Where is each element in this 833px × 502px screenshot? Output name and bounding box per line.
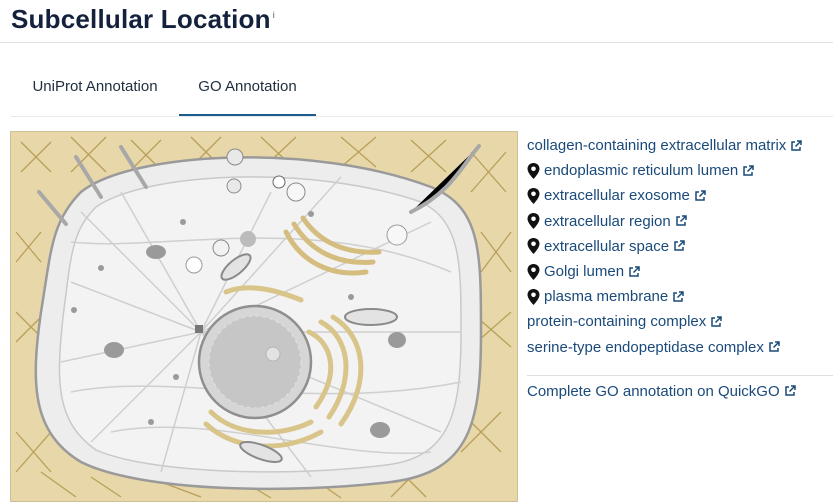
tab-go-annotation[interactable]: GO Annotation (179, 62, 316, 116)
go-term-link[interactable]: extracellular space (544, 237, 670, 255)
go-term-item[interactable]: protein-containing complex (527, 309, 833, 334)
go-term-item[interactable]: extracellular exosome (527, 183, 833, 208)
external-link-icon (711, 316, 723, 327)
go-term-item[interactable]: extracellular region (527, 209, 833, 234)
map-pin-icon (527, 263, 540, 280)
external-link-icon (791, 139, 803, 151)
go-term-link[interactable]: extracellular exosome (544, 187, 690, 205)
map-pin-icon (527, 238, 540, 255)
go-term-link[interactable]: serine-type endopeptidase complex (527, 338, 764, 356)
external-link-icon (695, 190, 706, 201)
go-term-list: collagen-containing extracellular matrix… (527, 133, 833, 360)
golgi-apparatus (283, 215, 382, 276)
mitochondria (220, 253, 398, 463)
centrosome (195, 325, 203, 333)
go-term-item[interactable]: Golgi lumen (527, 259, 833, 284)
go-term-item[interactable]: endoplasmic reticulum lumen (527, 158, 833, 183)
external-link-icon (675, 215, 687, 226)
go-term-link[interactable]: Golgi lumen (544, 263, 625, 281)
go-term-item[interactable]: plasma membrane (527, 284, 833, 309)
go-term-link[interactable]: collagen-containing extracellular matrix (527, 137, 787, 155)
page-title: Subcellular Location i (11, 4, 275, 35)
vesicles (71, 148, 408, 438)
quickgo-link[interactable]: Complete GO annotation on QuickGO (527, 380, 796, 402)
external-link-icon (784, 385, 796, 396)
nucleoplasm (208, 315, 302, 409)
map-pin-icon (527, 288, 540, 305)
go-term-item[interactable]: extracellular space (527, 234, 833, 259)
external-link-icon (629, 265, 640, 277)
go-term-link[interactable]: extracellular region (544, 212, 671, 230)
external-link-icon (674, 240, 685, 252)
map-pin-icon (527, 213, 540, 230)
external-link-icon (769, 341, 780, 352)
page-title-text: Subcellular Location (11, 4, 271, 34)
list-divider (527, 375, 833, 376)
subcellular-location-diagram (10, 131, 518, 502)
cilia (37, 144, 481, 226)
tab-uniprot-annotation[interactable]: UniProt Annotation (32, 78, 158, 95)
go-term-link[interactable]: endoplasmic reticulum lumen (544, 162, 739, 180)
cell-illustration (15, 136, 512, 499)
map-pin-icon (527, 162, 540, 179)
header: Subcellular Location i (0, 0, 833, 43)
map-pin-icon (527, 187, 540, 204)
external-link-icon (673, 290, 684, 302)
nucleolus (265, 346, 281, 362)
go-term-link[interactable]: protein-containing complex (527, 313, 707, 331)
external-link-icon (743, 165, 755, 176)
go-term-item[interactable]: collagen-containing extracellular matrix (527, 133, 833, 158)
go-term-item[interactable]: serine-type endopeptidase complex (527, 335, 833, 360)
info-icon[interactable]: i (272, 10, 275, 21)
go-term-link[interactable]: plasma membrane (544, 288, 669, 306)
annotation-tabs: UniProt Annotation GO Annotation (11, 62, 833, 117)
quickgo-link-label[interactable]: Complete GO annotation on QuickGO (527, 382, 780, 400)
